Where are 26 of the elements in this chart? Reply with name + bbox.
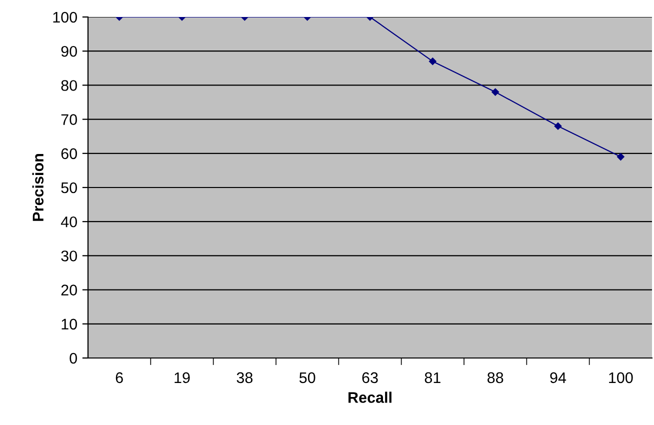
y-tick-label: 90: [61, 46, 77, 57]
x-tick-label: 6: [116, 372, 123, 384]
y-tick-label: 20: [61, 284, 77, 296]
y-tick-label: 100: [53, 12, 77, 23]
x-tick-label: 19: [174, 372, 190, 384]
x-tick-label: 63: [362, 372, 378, 384]
y-tick-label: 50: [61, 182, 77, 194]
y-axis-title: Precision: [32, 154, 44, 221]
point: [617, 153, 624, 160]
point: [492, 88, 499, 96]
x-tick-label: 81: [424, 372, 440, 384]
x-tick-label: 100: [609, 372, 633, 384]
point: [554, 122, 562, 130]
x-tick-label: 94: [550, 372, 566, 384]
x-tick-label: 50: [299, 372, 316, 384]
point: [429, 58, 436, 65]
x-tick-label: 88: [488, 372, 504, 384]
y-tick-label: 40: [60, 216, 77, 228]
y-tick-label: 80: [61, 80, 77, 91]
x-axis-title: Recall: [348, 392, 392, 403]
y-tick-label: 60: [61, 148, 77, 160]
x-tick-label: 38: [236, 372, 252, 384]
y-tick-label: 70: [61, 114, 77, 125]
y-tick-label: 0: [70, 352, 77, 364]
y-tick-label: 30: [61, 250, 77, 262]
y-tick-label: 10: [62, 318, 77, 330]
